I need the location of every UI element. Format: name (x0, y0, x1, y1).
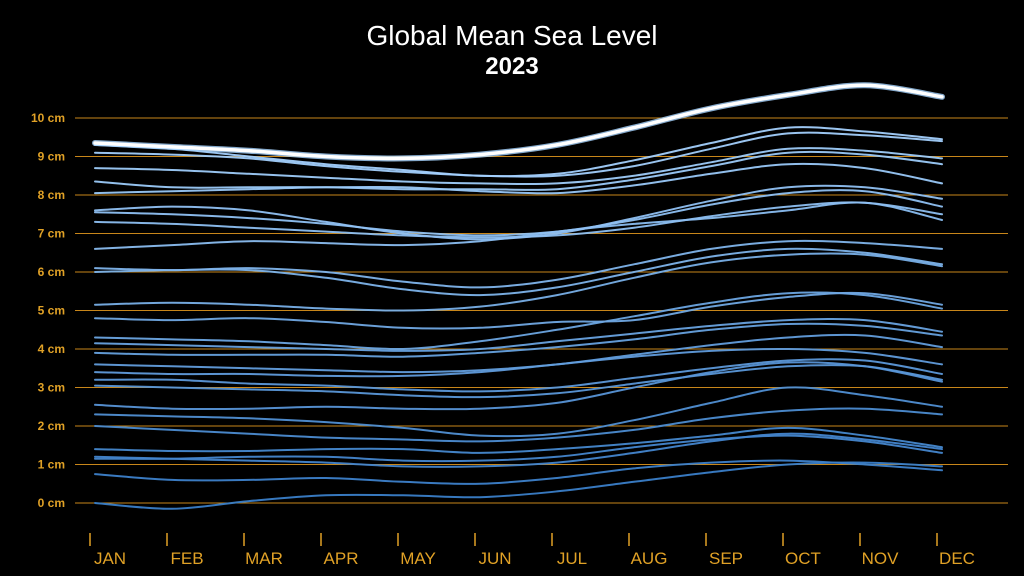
series-lines (92, 82, 945, 510)
series-line (94, 426, 943, 454)
series-line (94, 363, 943, 399)
series-line (94, 189, 943, 237)
x-tick-label: AUG (631, 549, 668, 568)
series-line-highlight (93, 83, 944, 161)
series-line (94, 322, 943, 358)
x-tick-label: DEC (939, 549, 975, 568)
series-line (94, 407, 943, 443)
x-tick-label: JUL (557, 549, 587, 568)
x-tick-label: JAN (94, 549, 126, 568)
series-line (94, 162, 943, 195)
chart-subtitle: 2023 (485, 53, 538, 80)
x-tick-label: APR (324, 549, 359, 568)
y-tick-label: 5 cm (38, 304, 65, 318)
chart-title: Global Mean Sea Level (366, 20, 657, 51)
series-line (94, 459, 943, 485)
series-line (94, 147, 943, 186)
series-line (94, 461, 943, 510)
y-tick-label: 10 cm (31, 111, 65, 125)
y-tick-label: 0 cm (38, 496, 65, 510)
y-tick-label: 2 cm (38, 419, 65, 433)
series-line (94, 361, 943, 411)
series-line (94, 239, 943, 289)
series-line (94, 432, 943, 468)
x-tick-label: MAY (400, 549, 436, 568)
series-line (94, 150, 943, 191)
y-tick-label: 4 cm (38, 342, 65, 356)
series-line (94, 247, 943, 297)
y-tick-label: 8 cm (38, 188, 65, 202)
x-tick-label: JUN (478, 549, 511, 568)
x-tick-label: MAR (245, 549, 283, 568)
series-line (94, 386, 943, 438)
y-tick-label: 3 cm (38, 381, 65, 395)
x-tick-label: FEB (170, 549, 203, 568)
series-line (94, 333, 943, 374)
y-axis-ticks: 0 cm 1 cm 2 cm 3 cm 4 cm 5 cm 6 cm 7 cm 8 cm 9 cm… (31, 111, 65, 510)
series-line (94, 252, 943, 312)
x-tick-label: NOV (862, 549, 900, 568)
series-line (94, 434, 943, 463)
series-line (94, 318, 943, 352)
y-tick-label: 9 cm (38, 150, 65, 164)
x-tick-label: SEP (709, 549, 743, 568)
series-line (94, 184, 943, 241)
y-tick-label: 7 cm (38, 227, 65, 241)
series-line (94, 291, 943, 351)
y-tick-label: 1 cm (38, 458, 65, 472)
series-line (94, 291, 943, 330)
x-axis-ticks: JAN FEB MAR APR MAY JUN JUL AUG SEP OCT NOV DEC (89, 533, 975, 568)
x-tick-label: OCT (785, 549, 821, 568)
y-tick-label: 6 cm (38, 265, 65, 279)
series-line (94, 358, 943, 393)
series-line (94, 126, 943, 178)
